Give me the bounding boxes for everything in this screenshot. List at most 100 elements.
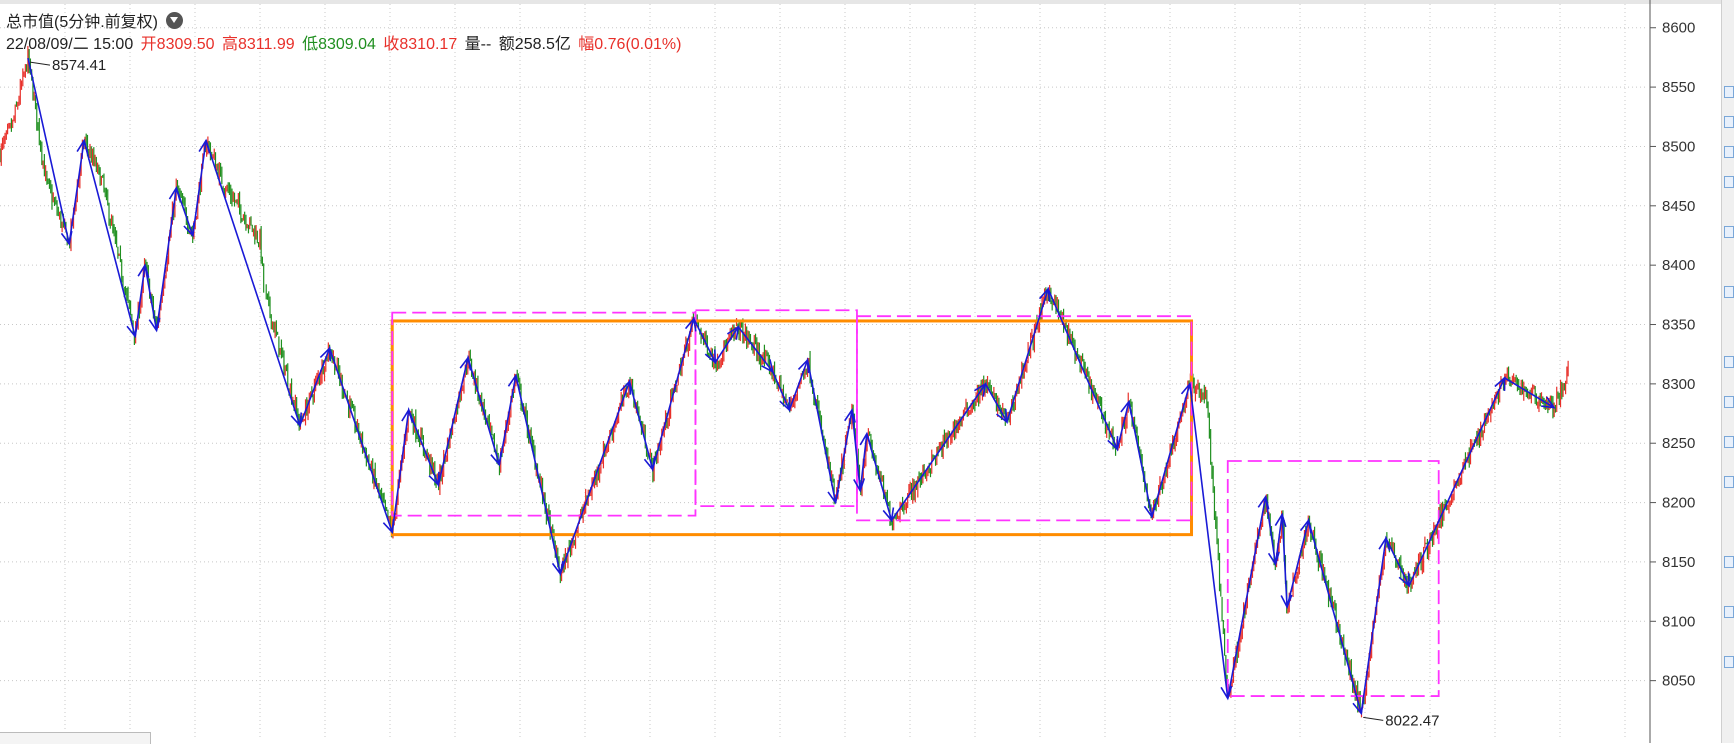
zigzag-arrow — [183, 222, 195, 238]
box-layer — [390, 309, 1440, 697]
top-bar — [0, 0, 1734, 4]
dropdown-icon[interactable] — [166, 11, 184, 29]
zigzag-arrow — [1299, 518, 1312, 534]
zigzag-arrow — [551, 560, 564, 576]
zigzag-arrow — [401, 408, 414, 423]
right-scroll-strip[interactable] — [1721, 0, 1734, 743]
zigzag-arrow — [428, 471, 440, 487]
zigzag-arrow — [996, 408, 1008, 424]
axis-tick-label: 8300 — [1662, 376, 1695, 393]
price-axis: 8050 8100 8150 8200 8250 8300 8350 8400 8450 8500… — [1649, 0, 1695, 743]
bar-change: 幅0.76(0.01%) — [578, 36, 682, 53]
chart-header: 总市值(5分钟.前复权) — [6, 8, 184, 32]
axis-tick-label: 8550 — [1662, 79, 1695, 96]
zigzag-arrow — [137, 263, 150, 278]
zigzag-arrow — [1267, 551, 1280, 567]
bar-datetime: 22/08/09/二 15:00 — [6, 36, 134, 53]
zigzag-arrow — [1274, 512, 1287, 528]
side-marker[interactable] — [1724, 116, 1734, 128]
zigzag-arrow — [726, 325, 740, 340]
side-marker[interactable] — [1724, 656, 1734, 668]
zigzag-arrow — [853, 478, 866, 493]
zigzag-arrow — [1398, 572, 1410, 588]
side-marker[interactable] — [1724, 176, 1734, 188]
zigzag-arrow — [1038, 287, 1051, 302]
zigzag-arrow — [684, 316, 697, 332]
annotation-layer: 8574.41 8022.47 — [29, 57, 1439, 729]
zigzag-arrow — [168, 186, 181, 201]
side-marker[interactable] — [1724, 286, 1734, 298]
bar-amount: 额258.5亿 — [498, 36, 571, 53]
axis-tick-label: 8400 — [1662, 257, 1695, 274]
zigzag-arrow — [126, 323, 139, 339]
zigzag-arrow — [1541, 396, 1556, 409]
axis-tick-label: 8500 — [1662, 138, 1695, 155]
zigzag-arrow — [148, 317, 161, 333]
zigzag-arrow — [643, 456, 656, 472]
bottom-tab[interactable] — [0, 732, 151, 744]
zigzag-arrow — [779, 396, 791, 412]
side-marker[interactable] — [1724, 146, 1734, 158]
side-marker[interactable] — [1724, 226, 1734, 238]
zigzag-arrow — [859, 431, 872, 447]
extreme-label: 8574.41 — [52, 57, 106, 74]
zigzag-arrow — [1352, 700, 1365, 716]
zigzag-arrow — [1120, 399, 1133, 415]
zigzag-arrow — [1257, 494, 1270, 510]
side-marker[interactable] — [1724, 476, 1734, 488]
axis-tick-label: 8200 — [1662, 495, 1695, 512]
zigzag-arrow — [882, 507, 895, 523]
axis-tick-label: 8250 — [1662, 435, 1695, 452]
zigzag-arrow — [1107, 436, 1119, 451]
grid-layer — [0, 4, 1648, 740]
zigzag-arrow — [973, 382, 987, 397]
zigzag-arrow — [619, 379, 632, 395]
zigzag-line — [27, 57, 1555, 714]
extreme-label: 8022.47 — [1385, 712, 1439, 729]
zigzag-arrow — [459, 355, 472, 371]
zigzag-arrow — [507, 373, 520, 389]
zigzag-arrow — [704, 349, 717, 365]
axis-tick-label: 8450 — [1662, 198, 1695, 215]
axis-tick-label: 8600 — [1662, 20, 1695, 37]
bar-low: 低8309.04 — [302, 36, 376, 53]
zigzag-arrow — [1180, 381, 1193, 397]
zigzag-arrow — [1494, 376, 1506, 391]
bar-close: 收8310.17 — [383, 36, 458, 53]
zigzag-arrow — [1143, 503, 1156, 519]
sub-box — [856, 315, 1193, 522]
bar-high: 高8311.99 — [221, 36, 295, 53]
side-marker[interactable] — [1724, 356, 1734, 368]
zigzag-arrow — [1220, 685, 1233, 701]
zigzag-arrow — [1378, 536, 1391, 551]
side-marker[interactable] — [1724, 436, 1734, 448]
extreme-pointer — [1363, 716, 1384, 721]
zigzag-arrow — [827, 489, 840, 505]
bar-open: 开8309.50 — [140, 36, 215, 53]
bar-volume: 量-- — [464, 36, 492, 53]
axis-tick-label: 8050 — [1662, 673, 1695, 690]
side-marker[interactable] — [1724, 606, 1734, 618]
axis-tick-label: 8100 — [1662, 613, 1695, 630]
side-marker[interactable] — [1724, 86, 1734, 98]
zigzag-arrow — [761, 359, 775, 374]
axis-tick-label: 8150 — [1662, 554, 1695, 571]
side-marker[interactable] — [1724, 396, 1734, 408]
side-marker[interactable] — [1724, 556, 1734, 568]
zigzag-arrow — [319, 346, 332, 362]
bar-info: 22/08/09/二 15:00 开8309.50 高8311.99 低8309… — [6, 30, 684, 54]
axis-tick-label: 8350 — [1662, 317, 1695, 334]
zigzag-arrow — [60, 230, 73, 246]
zigzag-arrow — [382, 519, 395, 535]
zigzag-arrow — [490, 451, 502, 467]
sub-box — [1226, 460, 1440, 697]
zigzag-arrow — [76, 138, 89, 154]
chart-title: 总市值(5分钟.前复权) — [6, 14, 159, 31]
zigzag-arrow — [1280, 594, 1293, 610]
zigzag-arrow — [797, 358, 810, 374]
zigzag-layer — [27, 57, 1556, 716]
zigzag-arrow — [290, 412, 303, 428]
sub-box — [694, 309, 858, 508]
zigzag-arrow — [844, 408, 856, 423]
